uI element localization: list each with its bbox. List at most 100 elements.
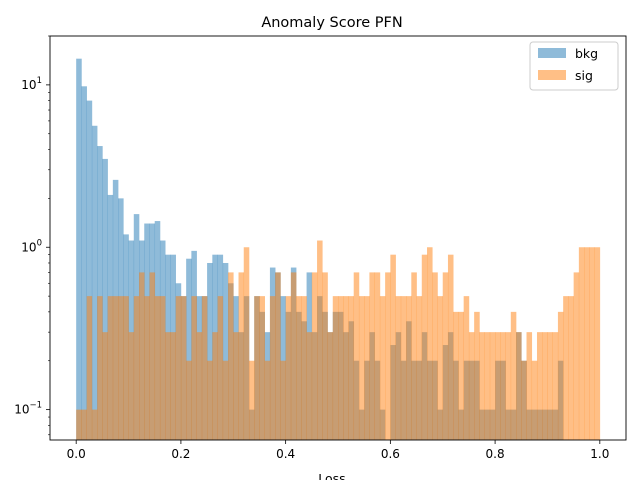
- bar-sig-98: [589, 247, 595, 440]
- bar-sig-81: [500, 332, 506, 440]
- x-tick-label-5: 1.0: [590, 447, 609, 461]
- bar-sig-51: [343, 296, 349, 440]
- bar-sig-56: [369, 272, 375, 440]
- bar-sig-35: [259, 296, 265, 440]
- bar-sig-63: [406, 296, 412, 440]
- bar-sig-7: [112, 296, 119, 440]
- bar-bkg-25: [207, 262, 213, 440]
- bar-sig-53: [353, 272, 360, 440]
- bar-sig-0: [76, 409, 82, 440]
- bar-sig-36: [264, 360, 271, 440]
- x-tick-label-0: 0.0: [67, 447, 86, 461]
- bar-sig-1: [81, 409, 87, 440]
- bars-layer: [76, 58, 601, 441]
- x-tick-label-4: 0.8: [486, 447, 505, 461]
- bar-sig-79: [489, 332, 496, 440]
- y-tick-label-1: 100: [21, 238, 42, 254]
- bar-sig-71: [447, 254, 454, 440]
- bar-sig-17: [165, 332, 171, 440]
- bar-sig-40: [285, 296, 292, 440]
- bar-sig-37: [269, 296, 276, 440]
- x-tick-label-2: 0.4: [276, 447, 295, 461]
- bar-sig-43: [301, 296, 307, 440]
- bar-sig-31: [238, 272, 245, 440]
- bar-sig-27: [217, 296, 224, 440]
- bar-bkg-28: [222, 262, 229, 440]
- bar-sig-88: [536, 332, 543, 440]
- bar-sig-49: [332, 296, 339, 440]
- legend-swatch-bkg: [538, 48, 566, 58]
- x-tick-label-1: 0.2: [171, 447, 190, 461]
- bar-sig-44: [306, 332, 313, 440]
- bar-sig-66: [421, 254, 428, 440]
- bar-sig-97: [584, 247, 590, 440]
- bar-sig-58: [379, 296, 386, 440]
- bar-sig-21: [186, 360, 192, 440]
- bar-sig-80: [495, 332, 501, 440]
- x-tick-label-3: 0.6: [381, 447, 400, 461]
- legend: bkg sig: [529, 41, 619, 91]
- bar-sig-41: [290, 272, 297, 440]
- bar-sig-9: [123, 296, 129, 440]
- bar-sig-13: [144, 296, 150, 440]
- bar-sig-34: [254, 296, 260, 440]
- bar-sig-94: [568, 296, 574, 440]
- plot-frame: [49, 35, 627, 441]
- chart-title: Anomaly Score PFN: [261, 15, 402, 31]
- bar-sig-64: [411, 272, 417, 440]
- bar-sig-23: [196, 332, 203, 440]
- bar-sig-6: [107, 296, 114, 440]
- bar-sig-65: [416, 296, 423, 440]
- bar-sig-86: [526, 332, 533, 440]
- bar-sig-68: [432, 272, 438, 440]
- bar-sig-33: [248, 360, 255, 440]
- bar-sig-38: [275, 272, 281, 440]
- bar-sig-76: [474, 311, 480, 440]
- bar-sig-84: [516, 332, 522, 440]
- bar-bkg-1: [81, 86, 87, 441]
- bar-sig-52: [348, 296, 355, 440]
- bar-sig-85: [521, 360, 527, 440]
- bar-sig-67: [427, 247, 433, 440]
- bar-sig-25: [207, 360, 213, 440]
- bar-sig-72: [453, 311, 459, 440]
- ticks-layer: 0.0 0.2 0.4 0.6 0.8 1.0 10−1 100 101: [14, 35, 609, 461]
- bar-bkg-21: [186, 258, 192, 440]
- legend-swatch-sig: [538, 70, 566, 80]
- bar-sig-92: [557, 311, 564, 440]
- bar-sig-54: [358, 296, 365, 440]
- bar-sig-14: [149, 272, 156, 440]
- bar-sig-12: [139, 272, 145, 440]
- bar-sig-5: [102, 332, 108, 440]
- bar-bkg-0: [76, 58, 82, 441]
- bar-sig-24: [201, 296, 208, 440]
- bar-bkg-2: [86, 100, 93, 441]
- bar-sig-74: [463, 296, 470, 440]
- bar-sig-15: [154, 296, 161, 440]
- bar-sig-16: [159, 296, 166, 440]
- bar-sig-82: [505, 332, 512, 440]
- bar-sig-70: [442, 272, 449, 440]
- bar-sig-77: [479, 332, 485, 440]
- bar-sig-75: [468, 332, 475, 440]
- bar-sig-46: [317, 240, 323, 440]
- bar-sig-20: [180, 296, 187, 440]
- bar-sig-30: [233, 332, 239, 440]
- bar-sig-91: [552, 332, 559, 440]
- bar-sig-45: [311, 272, 318, 440]
- bar-sig-83: [510, 311, 517, 440]
- bar-sig-8: [118, 296, 124, 440]
- bar-sig-4: [97, 296, 103, 440]
- bar-sig-28: [222, 360, 229, 440]
- bar-sig-95: [573, 272, 580, 440]
- bar-sig-62: [400, 296, 407, 440]
- bar-sig-26: [212, 332, 218, 440]
- bar-sig-69: [437, 296, 444, 440]
- bar-sig-57: [374, 272, 381, 440]
- bar-sig-90: [547, 332, 553, 440]
- bar-sig-48: [327, 332, 334, 440]
- bar-sig-47: [322, 272, 328, 440]
- bar-sig-78: [484, 332, 491, 440]
- bar-sig-29: [228, 272, 234, 440]
